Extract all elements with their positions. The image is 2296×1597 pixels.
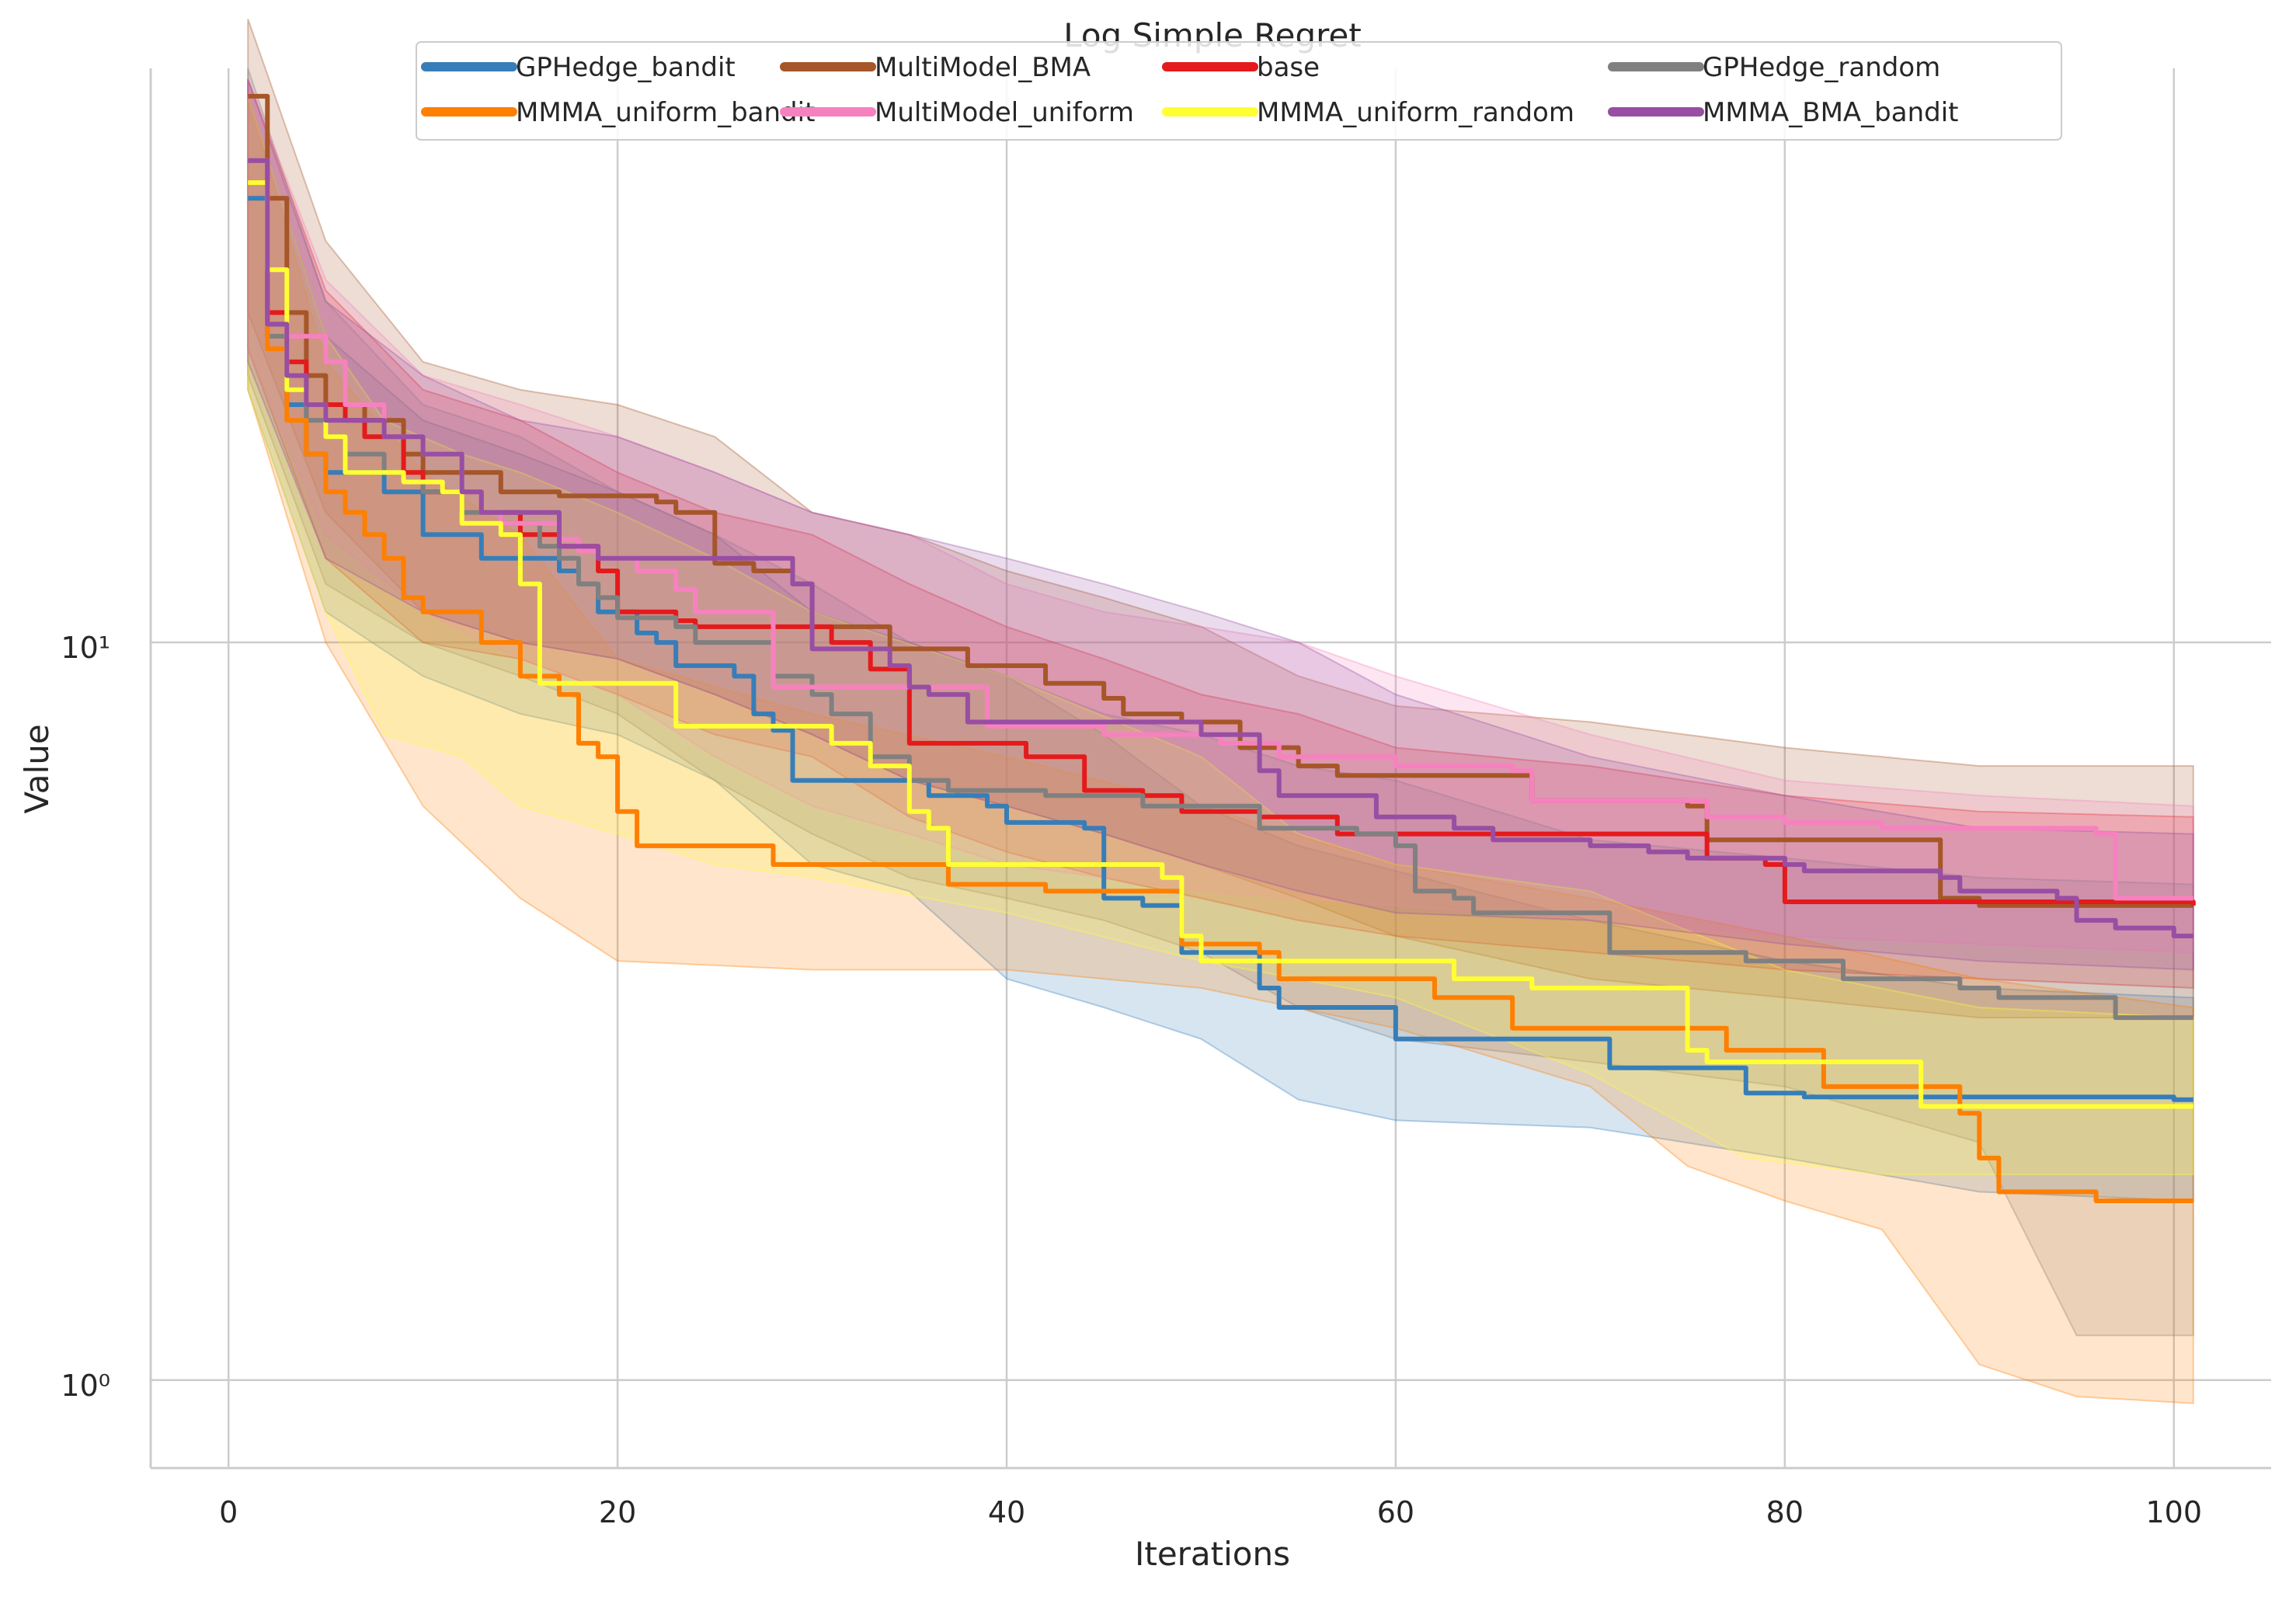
x-tick-label: 20 bbox=[599, 1495, 636, 1529]
band-MMMA_uniform_bandit bbox=[247, 96, 2194, 1404]
y-axis-label: Value bbox=[18, 724, 56, 813]
line-MMMA_uniform_bandit bbox=[248, 180, 2193, 1203]
x-tick-label: 80 bbox=[1766, 1495, 1804, 1529]
y-tick-label: 10⁰ bbox=[61, 1369, 110, 1403]
x-tick-label: 100 bbox=[2146, 1495, 2203, 1529]
legend-label-GPHedge_random: GPHedge_random bbox=[1703, 52, 1940, 83]
x-tick-label: 0 bbox=[219, 1495, 238, 1529]
legend-label-MMMA_BMA_bandit: MMMA_BMA_bandit bbox=[1703, 97, 1959, 128]
line-GPHedge_bandit bbox=[248, 196, 2193, 1102]
legend-label-MMMA_uniform_random: MMMA_uniform_random bbox=[1257, 97, 1574, 128]
tick-labels: 0 20 40 60 80 100 10⁰ 10¹ bbox=[61, 631, 2202, 1529]
x-axis-label: Iterations bbox=[1135, 1535, 1290, 1573]
x-tick-label: 40 bbox=[988, 1495, 1025, 1529]
y-tick-label: 10¹ bbox=[61, 631, 110, 665]
legend-label-base: base bbox=[1257, 52, 1320, 83]
line-MMMA_uniform_random bbox=[248, 180, 2193, 1109]
series-lines bbox=[248, 93, 2196, 1203]
legend-label-MultiModel_uniform: MultiModel_uniform bbox=[875, 97, 1134, 128]
axes bbox=[149, 68, 2271, 1470]
legend-label-GPHedge_bandit: GPHedge_bandit bbox=[516, 52, 736, 83]
line-MMMA_BMA_bandit bbox=[248, 158, 2193, 938]
legend: GPHedge_bandit MultiModel_BMA base GPHedge_… bbox=[416, 41, 2062, 141]
x-tick-label: 60 bbox=[1377, 1495, 1414, 1529]
legend-label-MultiModel_BMA: MultiModel_BMA bbox=[875, 52, 1091, 83]
legend-label-MMMA_uniform_bandit: MMMA_uniform_bandit bbox=[516, 97, 815, 128]
band-MultiModel_uniform bbox=[247, 78, 2194, 954]
